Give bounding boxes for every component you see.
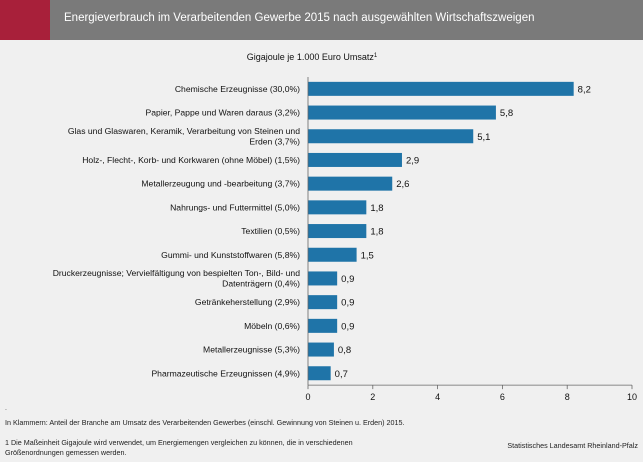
category-label: Metallerzeugnisse (5,3%): [203, 345, 300, 355]
category-label: Papier, Pappe und Waren daraus (3,2%): [146, 108, 301, 118]
value-label: 1,8: [370, 203, 383, 214]
category-label: Glas und Glaswaren, Keramik, Verarbeitun…: [68, 126, 300, 147]
unit-label-text: Gigajoule je 1.000 Euro Umsatz: [247, 52, 375, 62]
value-label: 1,8: [370, 227, 383, 238]
value-label: 0,9: [341, 298, 354, 309]
category-label: Druckerzeugnisse; Vervielfältigung von b…: [53, 268, 301, 289]
footnote-marker: .: [5, 405, 7, 412]
value-label: 0,9: [341, 321, 354, 332]
bar: [308, 176, 393, 191]
x-tick-label: 8: [565, 392, 570, 402]
value-label: 1,5: [361, 250, 374, 261]
category-label-line: Metallerzeugnisse (5,3%): [203, 345, 300, 355]
bar: [308, 366, 331, 381]
footnote-brackets: In Klammern: Anteil der Branche am Umsat…: [5, 418, 405, 427]
x-tick-label: 2: [370, 392, 375, 402]
category-label: Möbeln (0,6%): [244, 321, 300, 331]
x-tick-label: 6: [500, 392, 505, 402]
bar: [308, 129, 474, 144]
value-label: 8,2: [578, 84, 591, 95]
bar: [308, 224, 367, 239]
bar: [308, 81, 574, 96]
value-label: 0,7: [335, 369, 348, 380]
bar: [308, 247, 357, 262]
value-label: 2,6: [396, 179, 409, 190]
unit-label: Gigajoule je 1.000 Euro Umsatz1: [247, 52, 378, 62]
bar: [308, 342, 334, 357]
category-label-line: Getränkeherstellung (2,9%): [195, 297, 300, 307]
category-label: Pharmazeutische Erzeugnissen (4,9%): [151, 368, 300, 378]
category-label: Chemische Erzeugnisse (30,0%): [175, 84, 300, 94]
header-accent: [0, 0, 50, 40]
category-label: Holz-, Flecht-, Korb- und Korkwaren (ohn…: [82, 155, 300, 165]
category-label-line: Gummi- und Kunststoffwaren (5,8%): [161, 250, 300, 260]
category-label-line: Druckerzeugnisse; Vervielfältigung von b…: [53, 268, 301, 278]
category-label: Metallerzeugung und -bearbeitung (3,7%): [141, 179, 300, 189]
x-axis: 0 2 4 6 8 10: [305, 77, 637, 402]
bar: [308, 200, 367, 215]
chart-title: Energieverbrauch im Verarbeitenden Gewer…: [64, 12, 535, 24]
bars-layer: 8,2 Chemische Erzeugnisse (30,0%) 5,8 Papie…: [53, 81, 591, 381]
value-label: 0,8: [338, 345, 351, 356]
category-label: Nahrungs- und Futtermittel (5,0%): [170, 202, 300, 212]
category-label: Gummi- und Kunststoffwaren (5,8%): [161, 250, 300, 260]
bar: [308, 152, 402, 167]
category-label-line: Holz-, Flecht-, Korb- und Korkwaren (ohn…: [82, 155, 300, 165]
category-label-line: Datenträgern (0,4%): [222, 279, 300, 289]
header-bar: Energieverbrauch im Verarbeitenden Gewer…: [0, 0, 643, 40]
category-label-line: Metallerzeugung und -bearbeitung (3,7%): [141, 179, 300, 189]
bar: [308, 295, 338, 310]
category-label-line: Textilien (0,5%): [241, 226, 300, 236]
bar: [308, 271, 338, 286]
category-label-line: Pharmazeutische Erzeugnissen (4,9%): [151, 368, 300, 378]
value-label: 2,9: [406, 155, 419, 166]
value-label: 0,9: [341, 274, 354, 285]
footnote-unit: 1 Die Maßeinheit Gigajoule wird verwende…: [5, 438, 353, 457]
category-label-line: Möbeln (0,6%): [244, 321, 300, 331]
category-label-line: Chemische Erzeugnisse (30,0%): [175, 84, 300, 94]
x-tick-label: 0: [305, 392, 310, 402]
unit-label-superscript: 1: [374, 53, 378, 59]
value-label: 5,8: [500, 108, 513, 119]
category-label: Textilien (0,5%): [241, 226, 300, 236]
category-label-line: Glas und Glaswaren, Keramik, Verarbeitun…: [68, 126, 300, 136]
category-label-line: Erden (3,7%): [249, 137, 300, 147]
category-label-line: Nahrungs- und Futtermittel (5,0%): [170, 202, 300, 212]
value-label: 5,1: [477, 132, 490, 143]
x-tick-label: 4: [435, 392, 440, 402]
bar-chart: Gigajoule je 1.000 Euro Umsatz1 8,2 Chemi…: [53, 52, 637, 402]
bar: [308, 105, 496, 120]
x-tick-label: 10: [627, 392, 637, 402]
category-label: Getränkeherstellung (2,9%): [195, 297, 300, 307]
bar: [308, 318, 338, 333]
category-label-line: Papier, Pappe und Waren daraus (3,2%): [146, 108, 301, 118]
source-label: Statistisches Landesamt Rheinland-Pfalz: [507, 441, 638, 450]
